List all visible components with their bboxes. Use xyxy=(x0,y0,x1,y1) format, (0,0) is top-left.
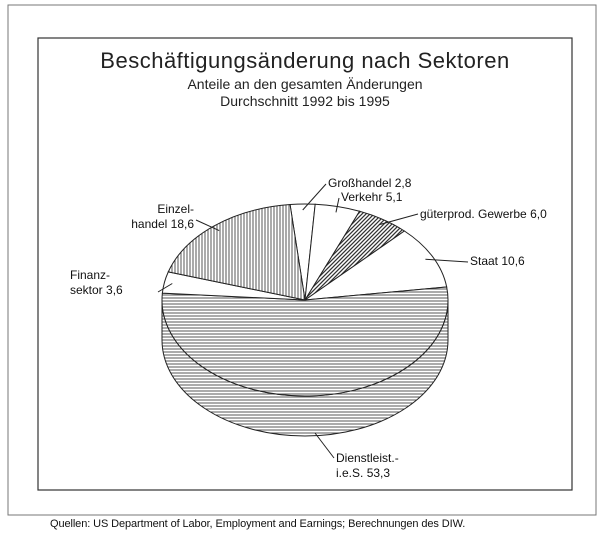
chart-subtitle: Anteile an den gesamten Änderungen Durch… xyxy=(187,76,423,109)
chart-frame xyxy=(37,37,573,491)
source-note: Quellen: US Department of Labor, Employm… xyxy=(50,518,466,530)
leader-line xyxy=(314,432,335,459)
value-label: 10,6 xyxy=(501,254,525,268)
category-label: Großhandel xyxy=(328,176,392,190)
slice-label: Großhandel 2,8 xyxy=(328,176,411,191)
value-label: 6,0 xyxy=(530,207,547,221)
leader-line xyxy=(425,258,469,263)
value-label: 2,8 xyxy=(394,176,412,190)
chart-title: Beschäftigungsänderung nach Sektoren xyxy=(100,48,510,73)
leader-line xyxy=(157,283,173,293)
leader-line xyxy=(378,213,419,226)
value-label: 53,3 xyxy=(366,466,391,480)
slice-label: Verkehr 5,1 xyxy=(341,190,402,205)
pie-slice xyxy=(161,286,449,397)
category-label: Finanz- sektor xyxy=(70,268,111,297)
leader-line xyxy=(302,183,327,211)
value-label: 18,6 xyxy=(170,217,194,231)
category-label: Einzel- handel xyxy=(131,202,194,231)
category-label: Verkehr xyxy=(341,190,383,204)
slice-label: Staat 10,6 xyxy=(470,254,525,269)
slice-label: güterprod. Gewerbe 6,0 xyxy=(420,207,547,222)
category-label: güterprod. Gewerbe xyxy=(420,207,527,221)
pie-slice xyxy=(167,203,306,301)
value-label: 3,6 xyxy=(106,283,123,297)
value-label: 5,1 xyxy=(385,190,403,204)
category-label: Staat xyxy=(470,254,499,268)
slice-label: Dienstleist.- i.e.S. 53,3 xyxy=(336,451,399,481)
category-label: Dienstleist.- i.e.S. xyxy=(336,451,399,480)
pie-slice xyxy=(303,230,448,301)
slice-label: Finanz- sektor 3,6 xyxy=(70,268,123,298)
outer-frame xyxy=(7,4,597,516)
leader-line xyxy=(195,219,220,231)
leader-line xyxy=(335,197,340,213)
slice-label: Einzel- handel 18,6 xyxy=(131,202,194,232)
